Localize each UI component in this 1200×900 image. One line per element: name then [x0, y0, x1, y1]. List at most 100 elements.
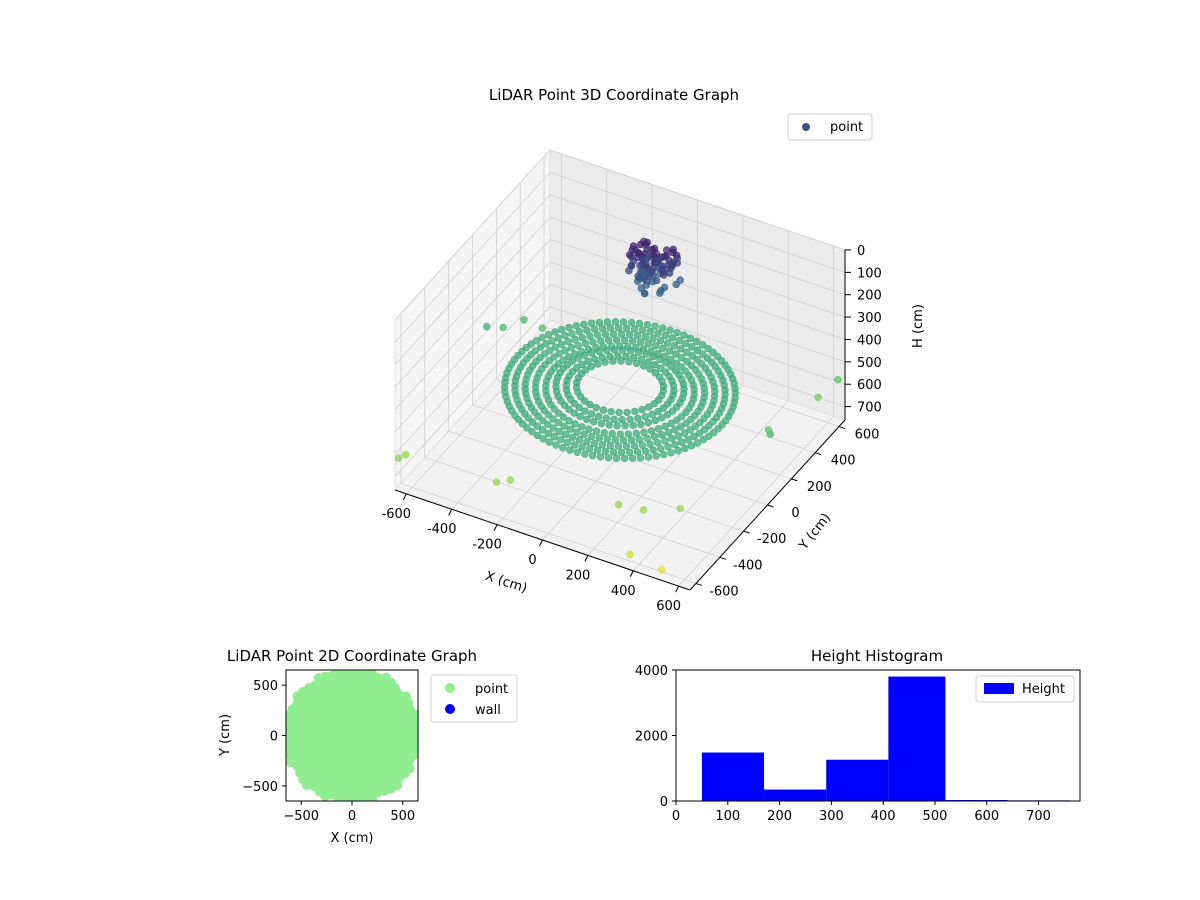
scatter-2d-fill [287, 670, 417, 801]
point-ring [620, 454, 629, 463]
grid-left-z [394, 194, 551, 366]
x-tick-label: 600 [656, 599, 681, 614]
y-tick-label: 2000 [635, 730, 668, 745]
point-ring [587, 349, 596, 357]
grid-left-z [394, 172, 551, 343]
point-ring [580, 320, 588, 329]
point-cluster [627, 262, 636, 270]
chart-3d-legend: point [787, 113, 873, 141]
point-cluster [628, 246, 636, 254]
chart-2d-legend: point wall [430, 674, 518, 723]
point-ring [559, 356, 567, 364]
point-ring [612, 336, 621, 344]
point-ring [656, 355, 664, 364]
point-ring [605, 421, 613, 429]
point-ring [703, 354, 712, 362]
point-ring [564, 337, 572, 346]
x-tick-label: -400 [427, 522, 457, 537]
point-ring [551, 328, 559, 336]
point-ring [570, 399, 579, 408]
point-cluster [637, 240, 645, 249]
point-ring [667, 362, 675, 371]
point-ring [641, 333, 650, 341]
point-ring [651, 369, 660, 377]
grid-back-z [549, 194, 846, 296]
point-ring [671, 426, 679, 434]
point-ring [687, 415, 695, 424]
y-tick-label: -400 [733, 558, 763, 573]
point-ring [686, 334, 695, 342]
point-ring [559, 413, 568, 421]
point-outlier [614, 500, 623, 509]
point-ring [643, 434, 651, 442]
x-tick-label: 100 [715, 809, 740, 824]
point-ring [575, 435, 584, 444]
point-ring [634, 348, 643, 356]
point-ring [548, 337, 556, 345]
point-cluster [643, 238, 651, 247]
point-outlier [676, 504, 685, 513]
point-ring [654, 407, 662, 416]
point-ring [637, 355, 646, 364]
point-ring [666, 326, 674, 334]
point-ring [549, 424, 557, 432]
point-ring [590, 439, 599, 448]
point-ring [622, 442, 631, 450]
point-ring [606, 441, 615, 450]
point-ring [648, 410, 656, 419]
z-tick-label: 100 [857, 266, 882, 281]
point-outlier [492, 478, 501, 486]
point-ring [586, 400, 594, 409]
point-ring [581, 450, 589, 458]
point-ring [709, 348, 717, 357]
histogram-legend: Height [975, 675, 1075, 703]
point-ring [597, 419, 606, 428]
point-ring [671, 440, 679, 449]
point-ring [585, 425, 593, 433]
point-ring [659, 404, 668, 412]
histogram-bar [826, 759, 889, 801]
point-ring [565, 323, 573, 332]
x-tick-mark [629, 570, 634, 577]
x-tick-mark [584, 555, 589, 562]
point-ring [683, 348, 691, 356]
x-tick-label: 500 [923, 809, 948, 824]
point-ring [680, 429, 689, 437]
point-ring [658, 414, 666, 422]
point-ring [544, 420, 552, 429]
x-tick-label: 700 [1026, 809, 1051, 824]
point-outlier [506, 476, 515, 484]
point-ring [610, 415, 618, 424]
point-ring [698, 341, 707, 349]
y-tick-mark [767, 504, 774, 508]
point-ring [581, 407, 589, 415]
x-tick-label: 200 [565, 568, 590, 583]
point-ring [545, 438, 554, 446]
point-ring [584, 357, 592, 366]
point-ring [627, 347, 635, 355]
point-ring [652, 452, 660, 460]
point-ring [644, 358, 653, 366]
scatter-2d-point [404, 763, 415, 774]
point-ring [581, 339, 590, 348]
y-tick-label: 0 [660, 795, 668, 810]
point-ring [546, 346, 554, 355]
point-ring [576, 412, 584, 421]
point-ring [599, 406, 608, 414]
point-cluster [660, 283, 669, 292]
point-outlier [639, 506, 648, 514]
point-ring [654, 425, 663, 433]
point-ring [621, 422, 629, 430]
y-tick-label: 0 [791, 506, 799, 521]
grid-back-z [549, 261, 846, 363]
x-tick-label: 500 [390, 809, 415, 824]
point-ring [557, 436, 565, 444]
point-ring [630, 353, 638, 362]
point-ring [674, 432, 683, 440]
point-ring [598, 324, 607, 333]
point-ring [687, 361, 696, 370]
point-ring [578, 443, 586, 451]
point-ring [638, 405, 646, 414]
x-tick-label: 600 [974, 809, 999, 824]
